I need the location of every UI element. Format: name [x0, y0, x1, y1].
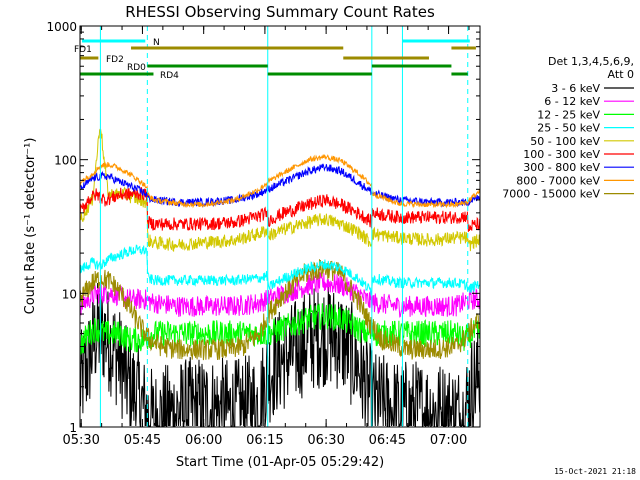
x-tick-label: 06:45	[369, 433, 406, 448]
x-tick-label: 06:15	[246, 433, 283, 448]
legend-label: 50 - 100 keV	[530, 135, 600, 148]
y-tick-label: 1000	[46, 20, 77, 34]
legend-label: 12 - 25 keV	[537, 108, 600, 121]
axes-layer: 1 10 100 1000 05:30 05:45 06:00 06:15 06:30 06:45…	[46, 20, 480, 448]
series-line-100-300-kev	[79, 186, 481, 232]
y-axis-label: Count Rate (s⁻¹ detector⁻¹)	[23, 138, 38, 315]
series-line-50-100-kev	[79, 128, 481, 252]
y-tick-label: 1	[69, 421, 77, 435]
x-axis-label: Start Time (01-Apr-05 05:29:42)	[176, 455, 384, 470]
series-line-12-25-kev	[79, 303, 481, 355]
marker-layer	[99, 26, 469, 427]
flag-label-rd0: RD0	[127, 63, 146, 73]
x-tick-label: 06:00	[185, 433, 222, 448]
x-tick-label: 05:45	[124, 433, 161, 448]
series-line-25-50-kev	[79, 244, 481, 296]
legend-label: 7000 - 15000 keV	[502, 188, 600, 201]
legend-label: 300 - 800 keV	[523, 161, 600, 174]
legend-header-line-1: Det 1,3,4,5,6,9,	[548, 55, 634, 68]
legend-header-line-2: Att 0	[608, 68, 634, 81]
series-line-3-6-kev	[79, 282, 481, 427]
x-tick-label: 05:30	[62, 433, 99, 448]
legend-label: 6 - 12 keV	[544, 95, 600, 108]
series-line-300-800-kev	[79, 163, 481, 208]
flag-label-fd1: FD1	[74, 45, 92, 55]
timestamp: 15-Oct-2021 21:18	[554, 467, 636, 476]
series-line-800-7000-kev	[79, 154, 481, 209]
x-tick-label: 06:30	[307, 433, 344, 448]
legend-label: 800 - 7000 keV	[516, 174, 600, 187]
series-layer	[79, 128, 481, 427]
chart-title: RHESSI Observing Summary Count Rates	[125, 3, 435, 21]
flag-label-n: N	[153, 38, 160, 48]
legend-label: 3 - 6 keV	[551, 82, 600, 95]
legend-label: 25 - 50 keV	[537, 122, 600, 135]
flag-label-fd2: FD2	[106, 55, 124, 65]
x-tick-label: 07:00	[430, 433, 467, 448]
flag-label-rd4: RD4	[160, 71, 179, 81]
plot-frame	[79, 25, 481, 428]
y-tick-label: 100	[54, 154, 77, 168]
y-tick-label: 10	[62, 287, 77, 301]
legend-label: 100 - 300 keV	[523, 148, 600, 161]
series-line-7000-15000-kev	[79, 259, 481, 361]
